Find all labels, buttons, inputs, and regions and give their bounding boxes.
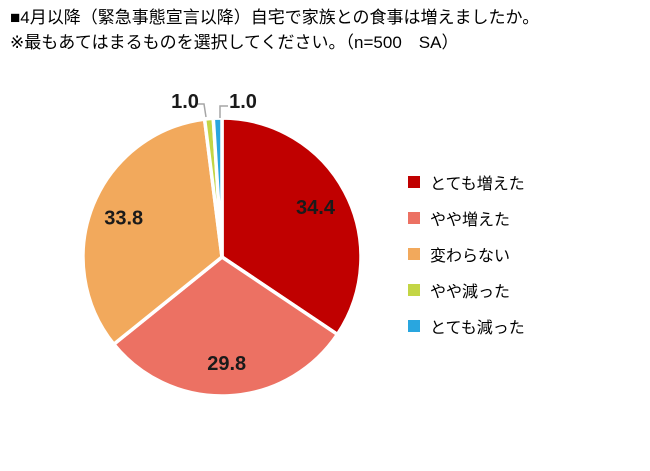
legend-item-kawaranai: 変わらない: [408, 244, 525, 265]
legend-swatch-icon: [408, 284, 420, 296]
legend-item-yaya-hetta: やや減った: [408, 280, 525, 301]
legend-label: とても増えた: [430, 176, 525, 193]
pie-slice-4: [211, 116, 224, 259]
legend-label: やや減った: [430, 284, 511, 301]
leader-line-4: [219, 105, 228, 118]
pie-slice-1: [112, 255, 340, 398]
legend-label: やや増えた: [430, 212, 511, 229]
leader-line-3: [197, 103, 207, 118]
legend-item-totemo-fueta: とても増えた: [408, 172, 525, 193]
legend-label: とても減った: [430, 320, 525, 337]
slice-value-label-1: 29.8: [207, 353, 246, 375]
pie-slice-0: [220, 116, 363, 337]
legend-swatch-icon: [408, 248, 420, 260]
legend-swatch-icon: [408, 176, 420, 188]
pie-slice-2: [81, 117, 224, 346]
legend-item-yaya-fueta: やや増えた: [408, 208, 525, 229]
legend-swatch-icon: [408, 320, 420, 332]
pie-chart: 34.4 29.8 33.8 1.0 1.0: [81, 91, 363, 398]
slice-value-label-3: 1.0: [171, 91, 199, 113]
chart-title-line2: ※最もあてはまるものを選択してください。（n=500 SA）: [10, 33, 459, 52]
slice-value-label-4: 1.0: [229, 91, 257, 113]
legend: とても増えた やや増えた 変わらない やや減った とても減った: [408, 172, 525, 352]
legend-item-totemo-hetta: とても減った: [408, 316, 525, 337]
chart-title-line1: ■4月以降（緊急事態宣言以降）自宅で家族との食事は増えましたか。: [10, 8, 540, 27]
slice-value-label-0: 34.4: [296, 197, 336, 219]
pie-chart-area: 34.4 29.8 33.8 1.0 1.0: [0, 80, 410, 466]
chart-title: ■4月以降（緊急事態宣言以降）自宅で家族との食事は増えましたか。 ※最もあてはま…: [10, 5, 646, 55]
slice-value-label-2: 33.8: [104, 207, 143, 229]
legend-swatch-icon: [408, 212, 420, 224]
legend-label: 変わらない: [430, 248, 511, 265]
